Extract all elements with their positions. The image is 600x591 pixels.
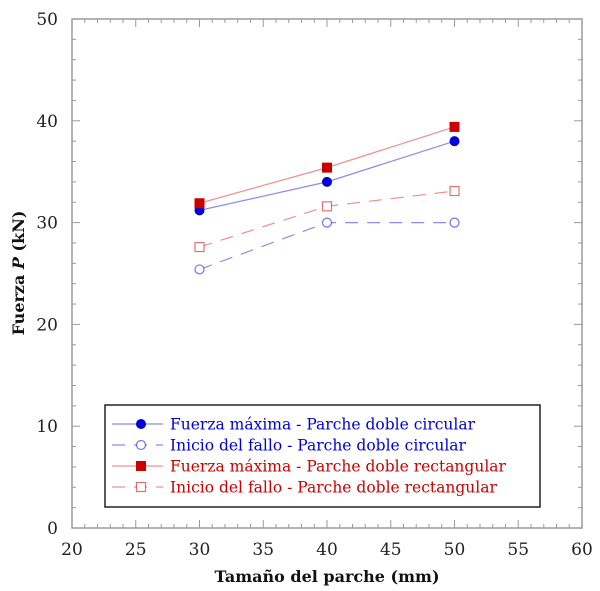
legend-items: Fuerza máxima - Parche doble circular Ini… [112, 416, 507, 497]
legend-marker-icon [135, 481, 147, 493]
data-point [321, 201, 333, 212]
legend-label: Fuerza máxima - Parche doble circular [170, 416, 476, 434]
data-point [322, 176, 332, 187]
y-tick-label: 0 [47, 519, 58, 539]
x-tick-label: 25 [125, 540, 147, 560]
y-axis-title: Fuerza P (kN) [9, 211, 28, 336]
data-point [449, 185, 460, 197]
legend-item: Fuerza máxima - Parche doble circular [112, 416, 476, 434]
y-tick-label: 10 [36, 417, 58, 437]
legend: Fuerza máxima - Parche doble circular Ini… [104, 404, 541, 508]
plot-frame [71, 18, 583, 529]
x-tick-label: 30 [189, 540, 211, 560]
legend-item: Fuerza máxima - Parche doble rectangular [112, 458, 507, 476]
series-2 [194, 121, 460, 209]
legend-box [104, 404, 541, 508]
data-point [449, 136, 460, 147]
x-tick-label: 20 [61, 540, 83, 560]
x-tick-label: 55 [507, 540, 529, 560]
series-1 [194, 217, 460, 275]
y-tick-label: 50 [36, 10, 58, 30]
y-tick-label: 30 [36, 214, 58, 234]
data-point [449, 217, 460, 228]
legend-marker-icon [136, 461, 146, 471]
x-tick-label: 45 [380, 540, 402, 560]
data-point [322, 162, 332, 173]
x-tick-label: 35 [252, 540, 274, 560]
x-tick-label: 60 [571, 540, 593, 560]
y-tick-label: 20 [36, 315, 58, 335]
series-line [199, 140, 455, 211]
data-point [321, 217, 333, 228]
legend-item: Inicio del fallo - Parche doble circular [112, 437, 467, 455]
x-axis-title: Tamaño del parche (mm) [214, 567, 439, 586]
x-tick-label: 40 [316, 540, 338, 560]
data-point [194, 241, 205, 253]
legend-label: Fuerza máxima - Parche doble rectangular [170, 458, 507, 476]
legend-label: Inicio del fallo - Parche doble circular [170, 437, 467, 455]
legend-marker-icon [136, 419, 146, 429]
tick-labels: 20 25 30 35 40 45 50 55 60 0 10 20 30 40 50 [36, 10, 592, 560]
series-layer [194, 121, 460, 275]
data-point [194, 198, 205, 209]
data-point [449, 121, 460, 132]
legend-item: Inicio del fallo - Parche doble rectangu… [112, 479, 497, 497]
legend-label: Inicio del fallo - Parche doble rectangu… [170, 479, 497, 497]
series-line [199, 222, 455, 270]
x-tick-label: 50 [444, 540, 466, 560]
y-tick-label: 40 [36, 112, 58, 132]
data-point [194, 264, 205, 275]
series-3 [194, 185, 460, 253]
legend-marker-icon [135, 439, 147, 451]
